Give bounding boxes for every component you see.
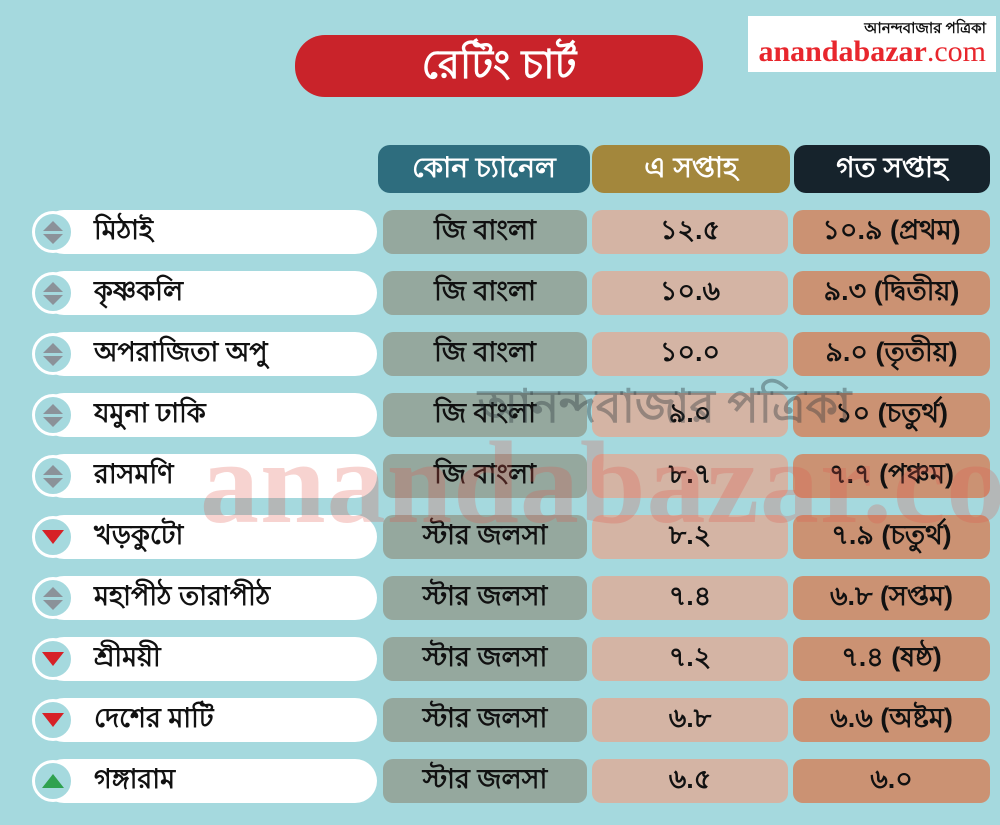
this-week-rating-cell: ৭.৪ (592, 576, 788, 620)
trend-neutral-down-arrow-icon (43, 294, 63, 305)
show-name-pill: খড়কুটো (42, 515, 377, 559)
show-name: গঙ্গারাম (94, 763, 176, 794)
channel-cell: স্টার জলসা (383, 637, 587, 681)
channel-cell: স্টার জলসা (383, 698, 587, 742)
last-week-rating-cell: ৭.৯ (চতুর্থ) (793, 515, 990, 559)
trend-down-arrow-icon (42, 652, 64, 666)
logo-wordmark: anandabazar.com (758, 37, 986, 67)
last-week-rating-cell: ৭.৪ (ষষ্ঠ) (793, 637, 990, 681)
last-week-rating-cell: ১০.৯ (প্রথম) (793, 210, 990, 254)
last-week-rating-cell: ৯.০ (তৃতীয়) (793, 332, 990, 376)
show-name: খড়কুটো (94, 519, 184, 550)
trend-neutral-down-arrow-icon (43, 233, 63, 244)
trend-neutral-down-arrow-icon (43, 355, 63, 366)
trend-icon (32, 272, 74, 314)
trend-neutral-up-arrow-icon (43, 281, 63, 292)
anandabazar-logo[interactable]: আনন্দবাজার পত্রিকা anandabazar.com (748, 16, 996, 72)
show-name: যমুনা ঢাকি (94, 397, 206, 428)
show-name-pill: মহাপীঠ তারাপীঠ (42, 576, 377, 620)
ratings-table: মিঠাই জি বাংলা ১২.৫ ১০.৯ (প্রথম) কৃষ্ণকল… (0, 210, 1000, 803)
show-name: মহাপীঠ তারাপীঠ (94, 580, 271, 611)
show-name-pill: মিঠাই (42, 210, 377, 254)
trend-icon (32, 699, 74, 741)
page-title: রেটিং চার্ট (295, 35, 703, 97)
trend-icon (32, 333, 74, 375)
trend-icon (32, 760, 74, 802)
this-week-rating-cell: ১০.০ (592, 332, 788, 376)
show-name-pill: কৃষ্ণকলি (42, 271, 377, 315)
trend-icon (32, 394, 74, 436)
trend-neutral-up-arrow-icon (43, 586, 63, 597)
logo-tld-text: .com (926, 35, 986, 69)
show-name-pill: রাসমণি (42, 454, 377, 498)
table-row: কৃষ্ণকলি জি বাংলা ১০.৬ ৯.৩ (দ্বিতীয়) (0, 271, 1000, 315)
column-header-this-week: এ সপ্তাহ (592, 145, 790, 193)
channel-cell: স্টার জলসা (383, 515, 587, 559)
channel-cell: জি বাংলা (383, 393, 587, 437)
show-name-pill: দেশের মাটি (42, 698, 377, 742)
this-week-rating-cell: ৬.৮ (592, 698, 788, 742)
last-week-rating-cell: ৬.৮ (সপ্তম) (793, 576, 990, 620)
last-week-rating-cell: ৭.৭ (পঞ্চম) (793, 454, 990, 498)
table-row: রাসমণি জি বাংলা ৮.৭ ৭.৭ (পঞ্চম) (0, 454, 1000, 498)
last-week-rating-cell: ১০ (চতুর্থ) (793, 393, 990, 437)
show-name: কৃষ্ণকলি (94, 275, 184, 306)
last-week-rating-cell: ৬.০ (793, 759, 990, 803)
show-name: মিঠাই (94, 214, 154, 245)
table-row: অপরাজিতা অপু জি বাংলা ১০.০ ৯.০ (তৃতীয়) (0, 332, 1000, 376)
trend-down-arrow-icon (42, 530, 64, 544)
channel-cell: জি বাংলা (383, 210, 587, 254)
last-week-rating-cell: ৯.৩ (দ্বিতীয়) (793, 271, 990, 315)
logo-masthead-bengali: আনন্দবাজার পত্রিকা (864, 19, 986, 37)
show-name: অপরাজিতা অপু (94, 336, 268, 367)
table-row: মিঠাই জি বাংলা ১২.৫ ১০.৯ (প্রথম) (0, 210, 1000, 254)
last-week-rating-cell: ৬.৬ (অষ্টম) (793, 698, 990, 742)
show-name: শ্রীময়ী (94, 641, 161, 672)
table-row: মহাপীঠ তারাপীঠ স্টার জলসা ৭.৪ ৬.৮ (সপ্তম… (0, 576, 1000, 620)
table-row: দেশের মাটি স্টার জলসা ৬.৮ ৬.৬ (অষ্টম) (0, 698, 1000, 742)
table-row: শ্রীময়ী স্টার জলসা ৭.২ ৭.৪ (ষষ্ঠ) (0, 637, 1000, 681)
show-name-pill: গঙ্গারাম (42, 759, 377, 803)
show-name-pill: অপরাজিতা অপু (42, 332, 377, 376)
column-header-channel: কোন চ্যানেল (378, 145, 590, 193)
trend-icon (32, 455, 74, 497)
this-week-rating-cell: ১২.৫ (592, 210, 788, 254)
column-header-last-week: গত সপ্তাহ (794, 145, 990, 193)
channel-cell: স্টার জলসা (383, 576, 587, 620)
trend-neutral-up-arrow-icon (43, 220, 63, 231)
this-week-rating-cell: ৯.০ (592, 393, 788, 437)
trend-neutral-up-arrow-icon (43, 342, 63, 353)
trend-neutral-down-arrow-icon (43, 599, 63, 610)
trend-icon (32, 577, 74, 619)
table-row: খড়কুটো স্টার জলসা ৮.২ ৭.৯ (চতুর্থ) (0, 515, 1000, 559)
this-week-rating-cell: ৮.২ (592, 515, 788, 559)
show-name: দেশের মাটি (94, 702, 214, 733)
this-week-rating-cell: ৬.৫ (592, 759, 788, 803)
trend-up-arrow-icon (42, 774, 64, 788)
show-name: রাসমণি (94, 458, 174, 489)
trend-icon (32, 211, 74, 253)
this-week-rating-cell: ৮.৭ (592, 454, 788, 498)
this-week-rating-cell: ৭.২ (592, 637, 788, 681)
trend-neutral-down-arrow-icon (43, 416, 63, 427)
trend-neutral-down-arrow-icon (43, 477, 63, 488)
channel-cell: জি বাংলা (383, 332, 587, 376)
trend-neutral-up-arrow-icon (43, 403, 63, 414)
table-row: যমুনা ঢাকি জি বাংলা ৯.০ ১০ (চতুর্থ) (0, 393, 1000, 437)
this-week-rating-cell: ১০.৬ (592, 271, 788, 315)
channel-cell: স্টার জলসা (383, 759, 587, 803)
show-name-pill: শ্রীময়ী (42, 637, 377, 681)
trend-down-arrow-icon (42, 713, 64, 727)
trend-neutral-up-arrow-icon (43, 464, 63, 475)
channel-cell: জি বাংলা (383, 271, 587, 315)
trend-icon (32, 638, 74, 680)
channel-cell: জি বাংলা (383, 454, 587, 498)
logo-brand-text: anandabazar (758, 35, 927, 69)
trend-icon (32, 516, 74, 558)
table-row: গঙ্গারাম স্টার জলসা ৬.৫ ৬.০ (0, 759, 1000, 803)
show-name-pill: যমুনা ঢাকি (42, 393, 377, 437)
